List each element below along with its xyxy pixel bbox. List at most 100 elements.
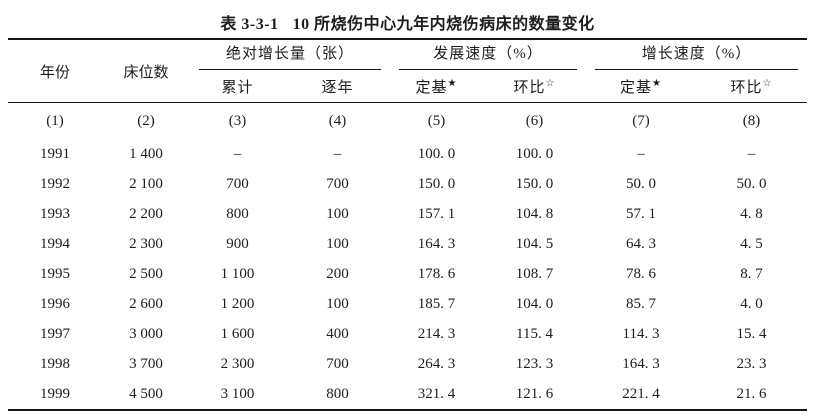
table-cell: 700	[326, 355, 349, 372]
column-index-row: (1) (2) (3) (4) (5) (6) (7) (8)	[8, 103, 807, 140]
col-header-beds: 床位数	[102, 39, 190, 103]
col-group-absolute-growth-label: 绝对增长量（张）	[199, 42, 382, 70]
table-cell: 2 300	[220, 355, 255, 372]
table-cell: 3 700	[129, 355, 163, 372]
filled-star-icon: ★	[652, 77, 662, 89]
table-cell: 64. 3	[626, 235, 657, 252]
table-cell: 1 400	[129, 145, 163, 162]
table-row: 1994 2 300 900 100 164. 3 104. 5 64. 3 4. 5	[8, 229, 807, 259]
table-cell: 321. 4	[417, 385, 456, 402]
col-group-absolute-growth: 绝对增长量（张）	[190, 39, 390, 70]
table-row: 1998 3 700 2 300 700 264. 3 123. 3 164. 3 23. 3	[8, 349, 807, 379]
table-cell: 1994	[40, 235, 70, 252]
column-index-cell: (8)	[742, 112, 761, 129]
table-cell: 178. 6	[417, 265, 456, 282]
table-cell: 150. 0	[417, 175, 456, 192]
col-header-beds-label: 床位数	[123, 64, 169, 81]
table-cell: 700	[326, 175, 349, 192]
table-cell: 114. 3	[622, 325, 660, 342]
hollow-star-icon: ☆	[762, 77, 773, 89]
table-cell: 108. 7	[515, 265, 554, 282]
table-cell: 2 100	[129, 175, 163, 192]
table-cell: 15. 4	[736, 325, 767, 342]
table-cell: 3 100	[220, 385, 255, 402]
col-header-cumulative: 累计	[190, 70, 285, 103]
col-header-fixed-base-growth: 定基★	[586, 70, 697, 103]
table-row: 1991 1 400 – – 100. 0 100. 0 – –	[8, 139, 807, 169]
table-number: 表 3-3-1	[220, 16, 279, 33]
table-cell: 2 200	[129, 205, 163, 222]
table-row: 1993 2 200 800 100 157. 1 104. 8 57. 1 4. 8	[8, 199, 807, 229]
table-header: 年份 床位数 绝对增长量（张） 发展速度（%） 增长速度（%） 累计	[8, 39, 808, 103]
col-group-growth-speed-label: 增长速度（%）	[595, 42, 799, 70]
table-cell: 1991	[40, 145, 70, 162]
table-cell: 800	[326, 385, 349, 402]
table-cell: 164. 3	[622, 355, 660, 372]
table-cell: 1 100	[220, 265, 255, 282]
col-header-chain-dev-label: 环比	[513, 79, 546, 96]
table-cell: 1999	[40, 385, 70, 402]
table-cell: 4. 5	[740, 235, 763, 252]
table-cell: 700	[226, 175, 249, 192]
table-cell: 1992	[40, 175, 70, 192]
table-title-text: 10 所烧伤中心九年内烧伤病床的数量变化	[292, 16, 595, 33]
table-row: 1992 2 100 700 700 150. 0 150. 0 50. 0 50. 0	[8, 169, 807, 199]
table-cell: 1995	[40, 265, 70, 282]
table-cell: 164. 3	[417, 235, 456, 252]
col-header-yearly-label: 逐年	[321, 79, 354, 96]
header-sub-row: 累计 逐年 定基★ 环比☆ 定基★ 环比☆	[8, 70, 808, 103]
table-cell: 57. 1	[626, 205, 657, 222]
table-body: (1) (2) (3) (4) (5) (6) (7) (8) 1991 1 400 – – 100. …	[8, 103, 807, 411]
col-header-chain-growth: 环比☆	[696, 70, 808, 103]
table-cell: 4. 0	[740, 295, 763, 312]
table-cell: 200	[326, 265, 349, 282]
header-group-row: 年份 床位数 绝对增长量（张） 发展速度（%） 增长速度（%）	[8, 39, 807, 103]
table-cell: 3 000	[129, 325, 163, 342]
column-index-cell: (2)	[137, 112, 155, 129]
table-cell: 104. 8	[515, 205, 554, 222]
table-title: 表 3-3-1 10 所烧伤中心九年内烧伤病床的数量变化	[0, 0, 815, 38]
col-header-fixed-base-growth-label: 定基	[620, 79, 653, 96]
column-index-cell: (6)	[525, 112, 544, 129]
table-cell: 100	[326, 235, 349, 252]
col-group-growth-speed: 增长速度（%）	[586, 39, 807, 70]
table-cell: 1 600	[220, 325, 255, 342]
table-cell: 800	[226, 205, 249, 222]
table-cell: 4 500	[129, 385, 163, 402]
table-cell: 185. 7	[417, 295, 456, 312]
col-header-yearly: 逐年	[285, 70, 391, 103]
table-cell: –	[747, 145, 756, 162]
table-cell: 123. 3	[515, 355, 554, 372]
table-cell: 1998	[40, 355, 70, 372]
table-cell: 115. 4	[516, 325, 553, 342]
table-row: 1999 4 500 3 100 800 321. 4 121. 6 221. 4 21. 6	[8, 379, 807, 410]
table-cell: 2 300	[129, 235, 163, 252]
table-cell: 2 600	[129, 295, 163, 312]
table-cell: 50. 0	[736, 175, 767, 192]
col-header-chain-dev: 环比☆	[483, 70, 587, 103]
column-index-cell: (7)	[632, 112, 650, 129]
column-index-cell: (4)	[328, 112, 347, 129]
table-cell: 104. 5	[515, 235, 554, 252]
table-row: 1997 3 000 1 600 400 214. 3 115. 4 114. 3 15. 4	[8, 319, 807, 349]
table-cell: –	[233, 145, 242, 162]
column-index-cell: (1)	[46, 112, 64, 129]
table-cell: –	[333, 145, 342, 162]
column-index-cell: (5)	[427, 112, 446, 129]
table-cell: 100	[326, 205, 349, 222]
col-header-year: 年份	[8, 39, 102, 103]
table-cell: 100. 0	[515, 145, 554, 162]
col-header-fixed-base-dev: 定基★	[390, 70, 484, 103]
table-cell: 104. 0	[515, 295, 554, 312]
column-index-cell: (3)	[228, 112, 247, 129]
table-cell: 4. 8	[740, 205, 763, 222]
data-table: 年份 床位数 绝对增长量（张） 发展速度（%） 增长速度（%） 累计	[8, 38, 808, 411]
table-cell: 1 200	[220, 295, 255, 312]
table-cell: 21. 6	[736, 385, 767, 402]
col-header-fixed-base-dev-label: 定基	[415, 79, 448, 96]
table-row: 1996 2 600 1 200 100 185. 7 104. 0 85. 7 4. 0	[8, 289, 807, 319]
table-cell: 1997	[40, 325, 70, 342]
table-cell: 1993	[40, 205, 70, 222]
col-header-year-label: 年份	[39, 64, 70, 81]
